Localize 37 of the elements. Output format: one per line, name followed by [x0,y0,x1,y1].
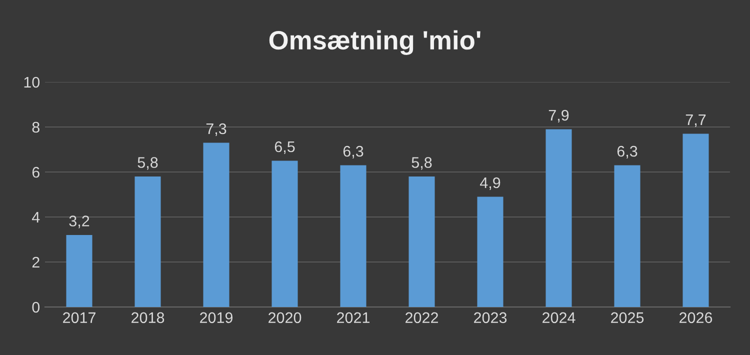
y-tick-label: 4 [32,212,40,223]
chart-title: Omsætning 'mio' [269,30,480,55]
x-tick-label: 2025 [611,312,644,324]
x-tick-label: 2022 [406,312,438,324]
data-label: 5,8 [138,157,158,170]
x-tick-label: 2026 [680,312,712,324]
bar [203,142,230,307]
y-tick-label: 2 [32,256,40,268]
data-label: 6,3 [617,146,638,158]
data-label: 7,7 [686,114,706,127]
data-label: 6,5 [274,141,295,154]
x-tick-label: 2020 [268,312,302,324]
x-tick-label: 2019 [200,312,233,324]
bar [134,176,161,307]
bar [340,165,366,307]
data-label: 4,9 [480,177,500,190]
y-tick-label: 8 [32,122,40,133]
bar [477,196,504,307]
bar [408,176,435,307]
x-tick-label: 2024 [542,312,576,324]
x-tick-label: 2023 [474,312,507,324]
bar [546,129,572,307]
x-tick-label: 2017 [63,312,96,324]
bar [66,235,92,307]
y-tick-label: 6 [32,166,40,178]
data-label: 7,3 [206,123,226,136]
data-label: 7,9 [548,110,569,122]
x-tick-label: 2018 [132,312,164,324]
data-label: 5,8 [412,157,432,170]
x-tick-label: 2021 [337,312,370,324]
y-tick-label: 10 [24,76,40,88]
y-tick-label: 0 [32,302,40,313]
data-label: 3,2 [69,216,90,228]
data-label: 6,3 [343,146,364,158]
bar [272,160,298,307]
bar [614,165,640,307]
bar [682,134,709,307]
